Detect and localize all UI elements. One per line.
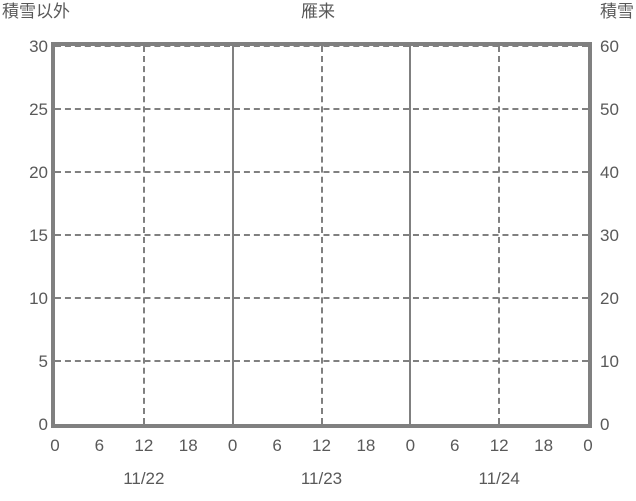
x-axis-tick-label: 12 (134, 436, 154, 455)
x-axis-tick-label: 6 (450, 436, 460, 455)
vertical-gridline-dashed (142, 46, 145, 424)
right-axis-tick-label: 50 (600, 100, 619, 119)
x-axis-tick-label: 0 (583, 436, 593, 455)
left-axis-tick-label: 20 (29, 163, 48, 182)
vertical-gridline-dashed (320, 46, 323, 424)
right-axis-tick-label: 0 (600, 415, 610, 434)
right-axis-tick-label: 30 (600, 226, 619, 245)
right-axis-tick-label: 60 (600, 37, 619, 56)
left-axis-title: 積雪以外 (2, 2, 70, 21)
x-axis-day-label: 11/24 (478, 469, 520, 488)
left-axis-tick-label: 30 (29, 37, 48, 56)
chart-title: 雁来 (301, 2, 335, 21)
x-axis-day-label: 11/23 (300, 469, 343, 488)
plot-area (51, 42, 592, 428)
right-axis-tick-label: 40 (600, 163, 619, 182)
x-axis-tick-label: 6 (272, 436, 282, 455)
x-axis-tick-label: 12 (312, 436, 331, 455)
vertical-gridline-solid (231, 46, 234, 424)
left-axis-tick-label: 15 (29, 226, 48, 245)
right-axis-tick-label: 20 (600, 289, 619, 308)
x-axis-day-label: 11/22 (123, 469, 165, 488)
x-axis-tick-label: 0 (227, 436, 238, 455)
right-axis-title: 積雪 (600, 2, 634, 21)
vertical-gridline-solid (409, 46, 412, 424)
left-axis-tick-label: 5 (38, 352, 48, 371)
x-axis-tick-label: 18 (356, 436, 376, 455)
plot-gridlines (55, 46, 588, 424)
right-axis-tick-label: 10 (600, 352, 619, 371)
x-axis-tick-label: 18 (534, 436, 554, 455)
x-axis-tick-label: 18 (178, 436, 198, 455)
left-axis-tick-label: 25 (29, 100, 48, 119)
x-axis-tick-label: 0 (50, 436, 60, 455)
x-axis-tick-label: 12 (489, 436, 509, 455)
x-axis-tick-label: 0 (405, 436, 416, 455)
left-axis-tick-label: 0 (38, 415, 48, 434)
x-axis-tick-label: 6 (94, 436, 105, 455)
left-axis-tick-label: 10 (29, 289, 48, 308)
vertical-gridline-dashed (498, 46, 501, 424)
